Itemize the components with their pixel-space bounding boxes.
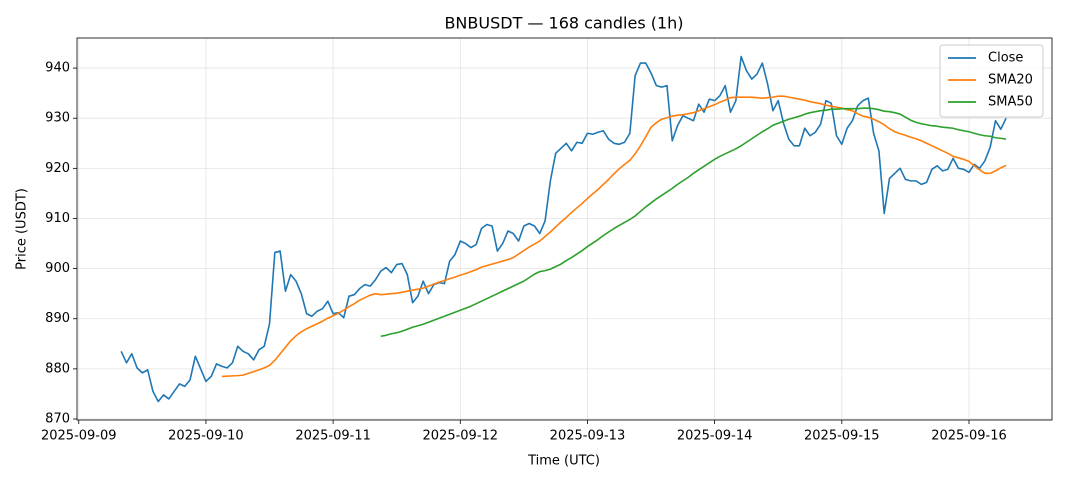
x-tick-label: 2025-09-16: [931, 429, 1007, 444]
chart-title: BNBUSDT — 168 candles (1h): [444, 14, 683, 33]
x-tick-label: 2025-09-11: [295, 429, 371, 444]
legend: Close SMA20 SMA50: [939, 44, 1044, 118]
x-tick-label: 2025-09-10: [168, 429, 244, 444]
x-tick-label: 2025-09-12: [423, 429, 499, 444]
x-tick-label: 2025-09-14: [677, 429, 753, 444]
y-tick-label: 910: [45, 211, 70, 226]
y-tick-label: 920: [45, 161, 70, 176]
x-tick-label: 2025-09-13: [550, 429, 626, 444]
legend-label: Close: [988, 51, 1023, 66]
legend-frame: [939, 44, 1044, 118]
y-tick-label: 870: [45, 411, 70, 426]
y-tick-label: 890: [45, 311, 70, 326]
y-axis-label: Price (USDT): [15, 188, 30, 270]
y-tick-label: 900: [45, 261, 70, 276]
y-tick-label: 940: [45, 61, 70, 76]
series-line: [221, 95, 1007, 378]
y-tick-label: 880: [45, 361, 70, 376]
x-tick-label: 2025-09-15: [804, 429, 880, 444]
plot-frame: [76, 37, 1053, 421]
legend-label: SMA50: [988, 95, 1033, 110]
y-tick-label: 930: [45, 111, 70, 126]
series-line: [380, 107, 1007, 338]
x-tick-label: 2025-09-09: [41, 429, 117, 444]
x-axis-label: Time (UTC): [527, 454, 600, 469]
series-line: [120, 55, 1007, 403]
legend-label: SMA20: [988, 73, 1033, 88]
